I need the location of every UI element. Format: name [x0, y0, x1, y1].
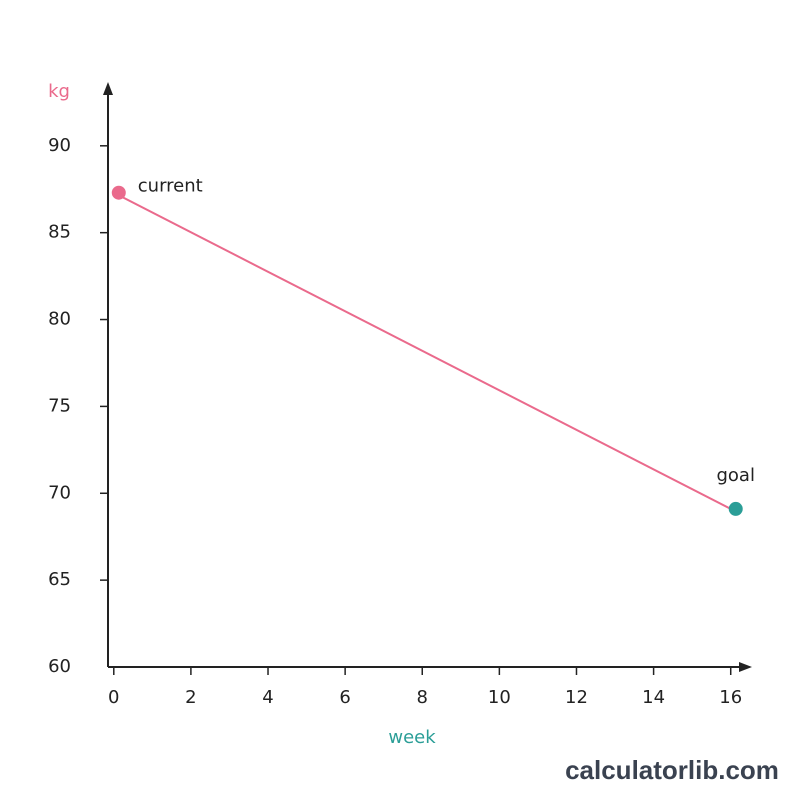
- watermark: calculatorlib.com: [565, 755, 779, 785]
- x-tick-label: 2: [185, 687, 196, 708]
- y-axis-label: kg: [48, 81, 70, 102]
- point-label: goal: [716, 465, 754, 486]
- x-tick-label: 14: [642, 687, 665, 708]
- x-tick-label: 0: [108, 687, 119, 708]
- y-tick-label: 70: [48, 482, 71, 503]
- x-tick-label: 16: [719, 687, 742, 708]
- y-tick-label: 75: [48, 395, 71, 416]
- line: [113, 191, 732, 510]
- y-tick-label: 90: [48, 135, 71, 156]
- x-tick-label: 4: [262, 687, 273, 708]
- point: [728, 501, 743, 516]
- x-tick-label: 8: [417, 687, 428, 708]
- y-tick-label: 80: [48, 309, 71, 330]
- x-arrow: [739, 662, 752, 672]
- y-tick-label: 65: [48, 569, 71, 590]
- y-tick-label: 85: [48, 222, 71, 243]
- x-tick-label: 12: [565, 687, 588, 708]
- x-axis-label: week: [388, 727, 436, 748]
- point: [111, 185, 126, 200]
- point-label: current: [138, 176, 203, 197]
- x-tick-label: 6: [339, 687, 350, 708]
- x-tick-label: 10: [488, 687, 511, 708]
- y-tick-label: 60: [48, 656, 71, 677]
- y-arrow: [103, 82, 113, 95]
